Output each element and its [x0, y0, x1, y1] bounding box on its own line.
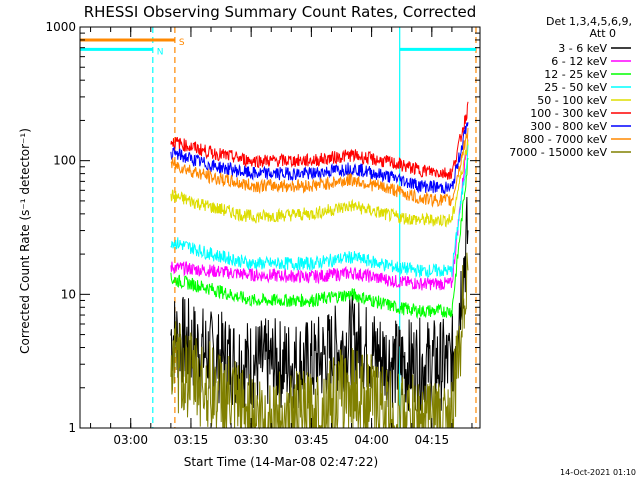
- footer-date-stamp: 14-Oct-2021 01:10: [560, 468, 636, 477]
- y-tick-label-2: 100: [53, 154, 76, 168]
- x-tick-label-1: 03:15: [174, 433, 209, 447]
- legend-label-0: 3 - 6 keV: [558, 42, 607, 55]
- series-line-4: [170, 139, 469, 228]
- legend-label-6: 300 - 800 keV: [530, 120, 607, 133]
- y-tick-label-1: 10: [61, 287, 76, 301]
- plot-frame: [79, 26, 481, 429]
- series-line-7: [170, 127, 469, 208]
- x-tick-label-0: 03:00: [113, 433, 148, 447]
- legend-label-4: 50 - 100 keV: [537, 94, 607, 107]
- legend-label-2: 12 - 25 keV: [544, 68, 607, 81]
- series-line-3: [170, 144, 469, 279]
- series-line-6: [170, 122, 469, 195]
- y-tick-label-0: 1: [68, 421, 76, 435]
- y-axis-label: Corrected Count Rate (s⁻¹ detector⁻¹): [18, 128, 32, 354]
- legend-label-8: 7000 - 15000 keV: [509, 146, 607, 159]
- x-tick-label-5: 04:15: [415, 433, 450, 447]
- chart-title: RHESSI Observing Summary Count Rates, Co…: [84, 3, 477, 21]
- flag-label-1: N: [157, 47, 164, 57]
- x-tick-label-4: 04:00: [354, 433, 389, 447]
- legend-label-3: 25 - 50 keV: [544, 81, 607, 94]
- flag-label-0: S: [179, 38, 185, 48]
- series-line-1: [170, 139, 469, 291]
- legend-label-5: 100 - 300 keV: [530, 107, 607, 120]
- x-tick-label-3: 03:45: [294, 433, 329, 447]
- series-line-5: [170, 101, 469, 180]
- legend-header-line-2: Att 0: [590, 27, 616, 40]
- x-axis-label: Start Time (14-Mar-08 02:47:22): [184, 455, 378, 469]
- x-tick-label-2: 03:30: [234, 433, 269, 447]
- series-line-8: [170, 252, 469, 430]
- legend-header-line-1: Det 1,3,4,5,6,9,: [546, 15, 632, 28]
- legend-label-7: 800 - 7000 keV: [523, 133, 607, 146]
- series-line-2: [170, 157, 469, 320]
- legend-label-1: 6 - 12 keV: [551, 55, 607, 68]
- y-tick-label-3: 1000: [45, 20, 76, 34]
